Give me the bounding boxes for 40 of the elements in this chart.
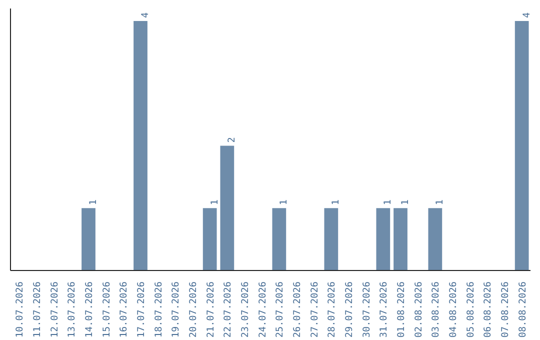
data-label: 4	[140, 12, 151, 18]
data-label: 4	[521, 12, 532, 18]
x-tick-label: 15.07.2026	[101, 281, 112, 338]
data-label: 1	[209, 199, 220, 206]
x-tick-label: 29.07.2026	[344, 281, 355, 338]
x-tick-label: 11.07.2026	[32, 281, 43, 338]
data-label: 1	[330, 199, 342, 206]
x-tick-label: 17.07.2026	[136, 281, 147, 338]
data-label: 2	[226, 137, 238, 143]
data-label: 1	[400, 199, 411, 206]
x-tick-label: 24.07.2026	[257, 281, 268, 338]
x-tick-label: 19.07.2026	[170, 281, 182, 338]
x-tick-label: 12.07.2026	[49, 281, 60, 338]
x-tick-label: 14.07.2026	[84, 281, 95, 338]
x-tick-label: 01.08.2026	[396, 281, 407, 338]
x-tick-label: 25.07.2026	[274, 281, 286, 338]
x-tick-label: 16.07.2026	[118, 281, 130, 338]
x-tick-label: 03.08.2026	[430, 281, 442, 338]
data-label: 1	[382, 199, 394, 206]
x-tick-label: 05.08.2026	[465, 281, 476, 338]
x-tick-label: 21.07.2026	[205, 281, 216, 338]
x-tick-label: 07.08.2026	[500, 281, 511, 338]
data-label: 1	[434, 199, 446, 206]
x-tick-label: 23.07.2026	[240, 281, 251, 338]
x-tick-label: 08.08.2026	[517, 281, 528, 338]
x-tick-label: 18.07.2026	[153, 281, 164, 338]
x-tick-label: 02.08.2026	[413, 281, 424, 338]
x-tick-label: 31.07.2026	[378, 281, 390, 338]
x-tick-label: 10.07.2026	[14, 281, 26, 338]
data-label: 1	[88, 199, 99, 206]
x-tick-label: 30.07.2026	[361, 281, 372, 338]
x-tick-label: 22.07.2026	[222, 281, 234, 338]
x-tick-label: 26.07.2026	[292, 281, 303, 338]
x-tick-label: 20.07.2026	[188, 281, 199, 338]
x-tick-label: 13.07.2026	[66, 281, 78, 338]
x-tick-label: 04.08.2026	[448, 281, 459, 338]
x-tick-label: 06.08.2026	[482, 281, 494, 338]
x-tick-label: 27.07.2026	[309, 281, 320, 338]
x-tick-label: 28.07.2026	[326, 281, 338, 338]
data-label: 1	[278, 199, 290, 206]
